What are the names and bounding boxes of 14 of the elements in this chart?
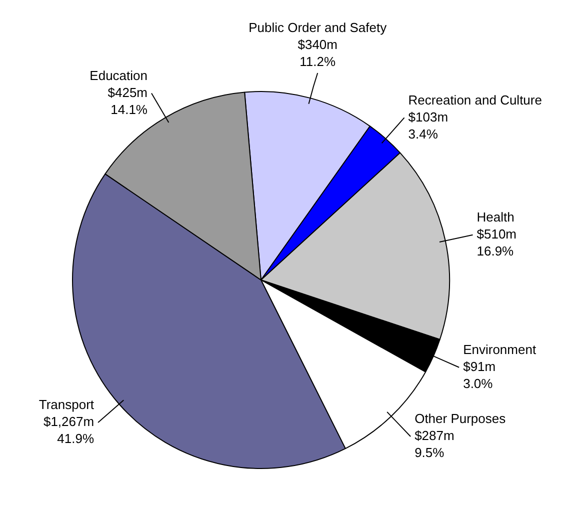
data-label: $340m 11.2% — [298, 37, 338, 70]
slice-label: Transport — [38, 397, 94, 412]
slice-label: Environment — [463, 342, 536, 357]
slice-label: Public Order and Safety — [248, 20, 388, 36]
slice-label: Recreation and Culture — [408, 92, 542, 108]
slice-label: Other Purposes — [414, 411, 506, 426]
slice-label: Health — [476, 209, 514, 224]
data-label: $287m 9.5% — [414, 428, 454, 460]
slice-label: Education — [90, 68, 148, 83]
data-label: $91m 3.0% — [463, 358, 496, 391]
data-label: $1,267m 41.9% — [43, 414, 94, 446]
data-label: $425m 14.1% — [108, 84, 148, 117]
data-label: $510m 16.9% — [476, 226, 517, 258]
data-label: $103m 3.4% — [408, 109, 448, 142]
